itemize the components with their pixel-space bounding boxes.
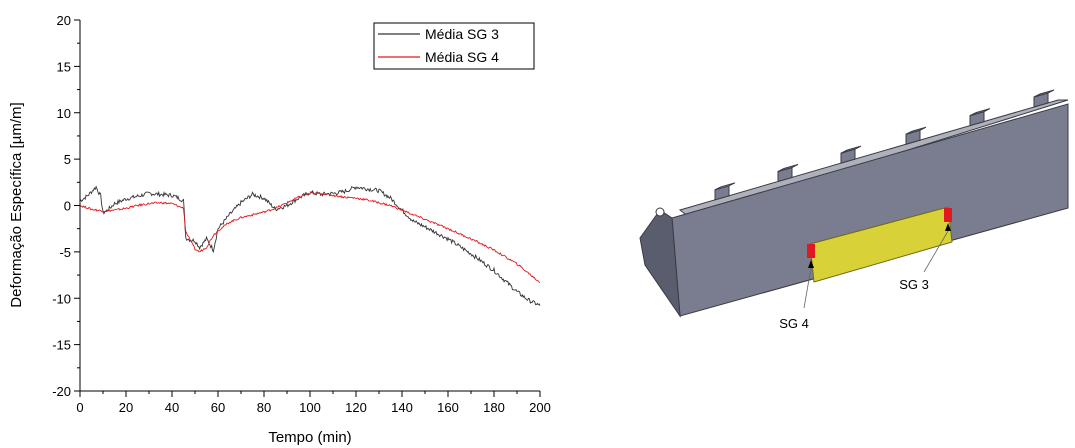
series-layer bbox=[79, 185, 541, 306]
beam-tooth bbox=[905, 126, 927, 145]
x-tick-label: 20 bbox=[119, 400, 133, 415]
x-tick-label: 160 bbox=[437, 400, 459, 415]
beam-tooth bbox=[714, 182, 736, 201]
legend-box bbox=[373, 22, 535, 70]
y-tick-label: 20 bbox=[57, 13, 71, 28]
x-tick-label: 60 bbox=[211, 400, 225, 415]
y-tick-label: 5 bbox=[64, 152, 71, 167]
ticks: 0 20 40 60 80 100 120 140 160 180 200 -20 -15 -10 -5 0 5… bbox=[52, 13, 551, 415]
legend: Média SG 3 Média SG 4 bbox=[373, 22, 535, 70]
sg3-arrow bbox=[945, 223, 951, 231]
beam-teeth bbox=[714, 89, 1055, 201]
series-line-sg3 bbox=[79, 185, 541, 306]
sg4-arrow bbox=[808, 260, 814, 268]
legend-label-sg4: Média SG 4 bbox=[425, 49, 499, 65]
beam-tooth bbox=[777, 164, 799, 183]
y-tick-label: -10 bbox=[52, 291, 71, 306]
sg4-label: SG 4 bbox=[779, 316, 809, 331]
x-tick-label: 100 bbox=[299, 400, 321, 415]
beam-front-face bbox=[671, 103, 1069, 317]
sg3-leader bbox=[923, 230, 949, 273]
x-axis-label: Tempo (min) bbox=[268, 429, 351, 446]
beam-tooth bbox=[969, 108, 991, 127]
sg3-label: SG 3 bbox=[899, 277, 929, 292]
y-tick-label: -15 bbox=[52, 338, 71, 353]
y-tick-label: 15 bbox=[57, 59, 71, 74]
x-tick-label: 140 bbox=[391, 400, 413, 415]
beam-figure: SG 4 SG 3 bbox=[639, 89, 1069, 331]
x-tick-label: 0 bbox=[76, 400, 83, 415]
beam-tooth bbox=[1033, 89, 1055, 108]
y-tick-label: 10 bbox=[57, 106, 71, 121]
x-tick-label: 80 bbox=[257, 400, 271, 415]
series-line-sg4 bbox=[79, 191, 541, 283]
sg4-leader bbox=[803, 267, 812, 309]
strain-gauge-sg3 bbox=[944, 208, 952, 222]
sensor-plate bbox=[809, 206, 953, 283]
x-tick-label: 40 bbox=[165, 400, 179, 415]
strain-time-chart: 0 20 40 60 80 100 120 140 160 180 200 -20 -15 -10 -5 0 5… bbox=[8, 13, 551, 446]
y-tick-label: -5 bbox=[59, 245, 71, 260]
x-tick-label: 180 bbox=[483, 400, 505, 415]
x-tick-label: 200 bbox=[529, 400, 551, 415]
y-tick-label: 0 bbox=[64, 199, 71, 214]
strain-gauge-sg4 bbox=[807, 244, 815, 258]
axes bbox=[79, 20, 540, 392]
beam-tooth bbox=[840, 145, 862, 164]
legend-label-sg3: Média SG 3 bbox=[425, 26, 499, 42]
y-tick-label: -20 bbox=[52, 384, 71, 399]
y-axis-label: Deformação Específica [µm/m] bbox=[8, 102, 25, 307]
beam-hole bbox=[655, 207, 665, 217]
x-tick-label: 120 bbox=[345, 400, 367, 415]
